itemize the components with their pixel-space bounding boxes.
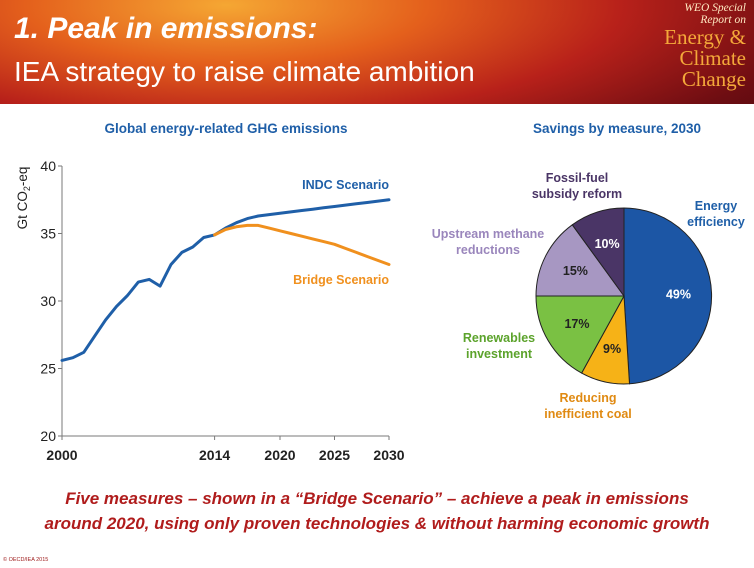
y-tick-label: 20 bbox=[40, 428, 56, 444]
line-chart-title: Global energy-related GHG emissions bbox=[104, 121, 347, 136]
copyright-notice: © OECD/IEA 2015 bbox=[3, 557, 49, 563]
x-tick-label: 2025 bbox=[319, 447, 350, 463]
pie-value-label: 17% bbox=[564, 317, 589, 331]
pie-value-label: 15% bbox=[563, 264, 588, 278]
x-tick-label: 2020 bbox=[264, 447, 295, 463]
footer-line-2: around 2020, using only proven technolog… bbox=[44, 514, 710, 533]
report-logo-title: Energy & Climate Change bbox=[664, 25, 746, 91]
footer-message: Five measures – shown in a “Bridge Scena… bbox=[0, 486, 754, 536]
header-banner: 1. Peak in emissions: IEA strategy to ra… bbox=[0, 0, 754, 104]
y-tick-label: 25 bbox=[40, 361, 56, 377]
pie-slice-upstream-methane-reductions bbox=[535, 224, 625, 297]
slide-title: 1. Peak in emissions: bbox=[14, 12, 318, 45]
y-axis-label: Gt CO2-eq bbox=[15, 167, 32, 230]
x-tick-label: 2014 bbox=[199, 447, 230, 463]
pie-slice-energy-efficiency bbox=[623, 207, 713, 385]
pie-category-labels: Energy efficiency Reducing inefficient coal… bbox=[432, 171, 745, 421]
footer-line-1: Five measures – shown in a “Bridge Scena… bbox=[65, 489, 689, 508]
report-logo-small-text: WEO Special Report on bbox=[684, 2, 746, 26]
series-label-bridge: Bridge Scenario bbox=[293, 273, 389, 287]
pie-category-label-fossil-fuel-subsidy-reform: Fossil-fuel subsidy reform bbox=[532, 171, 622, 201]
pie-chart-title: Savings by measure, 2030 bbox=[533, 121, 701, 136]
line-chart-series-labels: INDC Scenario Bridge Scenario bbox=[293, 178, 389, 287]
pie-chart: Savings by measure, 2030 49%9%17%15%10% … bbox=[432, 121, 745, 421]
pie-value-label: 9% bbox=[603, 342, 621, 356]
pie-slices bbox=[535, 207, 713, 385]
pie-category-label-reducing-inefficient-coal: Reducing inefficient coal bbox=[544, 391, 632, 421]
y-tick-label: 40 bbox=[40, 158, 56, 174]
pie-value-labels: 49% 9% 17% 15% 10% bbox=[563, 237, 691, 356]
pie-slice-fossil-fuel-subsidy-reform bbox=[571, 207, 625, 298]
x-tick-label: 2030 bbox=[373, 447, 404, 463]
pie-value-label: 49% bbox=[666, 287, 691, 301]
pie-category-label-energy-efficiency: Energy efficiency bbox=[687, 199, 745, 229]
pie-category-label-renewables-investment: Renewables investment bbox=[463, 331, 535, 361]
x-tick-label: 2000 bbox=[46, 447, 77, 463]
pie-slice-renewables-investment bbox=[535, 295, 625, 374]
y-tick-label: 35 bbox=[40, 226, 56, 242]
series-line-bridge bbox=[213, 223, 391, 266]
slide-subtitle: IEA strategy to raise climate ambition bbox=[14, 56, 475, 87]
series-label-indc: INDC Scenario bbox=[302, 178, 389, 192]
line-chart: Global energy-related GHG emissions Gt C… bbox=[15, 121, 405, 463]
pie-category-label-upstream-methane-reductions: Upstream methane reductions bbox=[432, 227, 545, 257]
report-logo: WEO Special Report on Energy & Climate C… bbox=[616, 2, 746, 90]
pie-value-label: 10% bbox=[595, 237, 620, 251]
line-chart-series bbox=[60, 198, 391, 362]
y-tick-label: 30 bbox=[40, 293, 56, 309]
